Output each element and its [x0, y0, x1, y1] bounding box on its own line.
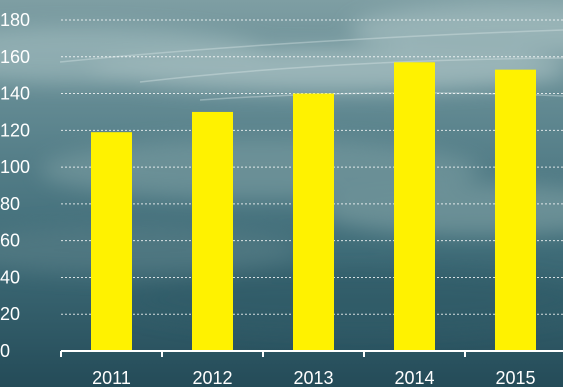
- y-tick-label: 160: [0, 47, 30, 67]
- y-tick-label: 20: [0, 304, 20, 324]
- y-tick-label: 60: [0, 231, 20, 251]
- x-tick-label: 2013: [293, 368, 333, 387]
- x-tick-label: 2014: [394, 368, 434, 387]
- y-tick-label: 80: [0, 194, 20, 214]
- bar-2014: [394, 62, 435, 352]
- x-tick-label: 2015: [495, 368, 535, 387]
- bar-2011: [91, 132, 132, 351]
- bar-2015: [495, 69, 536, 352]
- y-tick-label: 40: [0, 267, 20, 287]
- x-tick-label: 2011: [92, 368, 131, 387]
- bar-2013: [293, 93, 334, 352]
- y-tick-label: 100: [0, 157, 30, 177]
- y-tick-label: 0: [0, 341, 10, 361]
- bar-2012: [192, 111, 233, 351]
- x-tick-label: 2012: [192, 368, 232, 387]
- y-tick-label: 140: [0, 84, 30, 104]
- y-tick-label: 180: [0, 10, 30, 30]
- y-tick-label: 120: [0, 120, 30, 140]
